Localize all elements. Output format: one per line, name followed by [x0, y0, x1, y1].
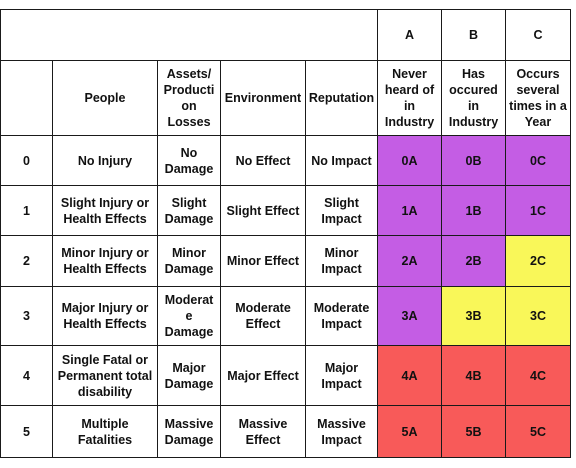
people-cell: Multiple Fatalities [52, 405, 158, 458]
risk-cell: 0A [377, 135, 442, 186]
category-header-row: People Assets/ Producti on Losses Enviro… [0, 60, 571, 136]
risk-cell: 2A [377, 235, 442, 287]
reputation-cell: Minor Impact [305, 235, 378, 287]
likelihood-header-c: Occurs several times in a Year [505, 60, 571, 136]
likelihood-letter-row: A B C [0, 9, 571, 61]
environment-cell: Major Effect [220, 345, 306, 406]
risk-cell: 4A [377, 345, 442, 406]
people-cell: No Injury [52, 135, 158, 186]
reputation-cell: Moderate Impact [305, 286, 378, 346]
environment-cell: Minor Effect [220, 235, 306, 287]
people-cell: Minor Injury or Health Effects [52, 235, 158, 287]
environment-cell: Massive Effect [220, 405, 306, 458]
severity-row-1: 1 Slight Injury or Health Effects Slight D… [0, 185, 571, 236]
assets-cell: No Damage [157, 135, 221, 186]
severity-cell: 2 [0, 235, 53, 287]
severity-row-0: 0 No Injury No Damage No Effect No Impact 0A 0… [0, 135, 571, 186]
risk-cell: 0B [441, 135, 506, 186]
risk-cell: 2B [441, 235, 506, 287]
assets-cell: Major Damage [157, 345, 221, 406]
reputation-cell: Major Impact [305, 345, 378, 406]
people-cell: Slight Injury or Health Effects [52, 185, 158, 236]
environment-cell: Slight Effect [220, 185, 306, 236]
severity-row-5: 5 Multiple Fatalities Massive Damage Massiv… [0, 405, 571, 458]
severity-cell: 0 [0, 135, 53, 186]
environment-cell: No Effect [220, 135, 306, 186]
risk-cell: 5A [377, 405, 442, 458]
risk-matrix-table: A B C People Assets/ Producti on Losses … [0, 9, 571, 458]
risk-cell: 0C [505, 135, 571, 186]
environment-header: Environment [220, 60, 306, 136]
assets-cell: Minor Damage [157, 235, 221, 287]
likelihood-header-b: Has occured in Industry [441, 60, 506, 136]
people-cell: Single Fatal or Permanent total disabili… [52, 345, 158, 406]
risk-cell: 4B [441, 345, 506, 406]
assets-header: Assets/ Producti on Losses [157, 60, 221, 136]
risk-cell: 3C [505, 286, 571, 346]
risk-cell: 1B [441, 185, 506, 236]
risk-cell: 5C [505, 405, 571, 458]
severity-row-3: 3 Major Injury or Health Effects Moderat e… [0, 286, 571, 346]
people-header: People [52, 60, 158, 136]
risk-cell: 3B [441, 286, 506, 346]
likelihood-letter-c: C [505, 9, 571, 61]
severity-cell: 1 [0, 185, 53, 236]
severity-row-2: 2 Minor Injury or Health Effects Minor Dam… [0, 235, 571, 287]
likelihood-letter-b: B [441, 9, 506, 61]
people-cell: Major Injury or Health Effects [52, 286, 158, 346]
environment-cell: Moderate Effect [220, 286, 306, 346]
risk-cell: 2C [505, 235, 571, 287]
risk-cell: 1A [377, 185, 442, 236]
severity-cell: 3 [0, 286, 53, 346]
blank-header-cell [0, 9, 378, 61]
reputation-header: Reputation [305, 60, 378, 136]
severity-cell: 5 [0, 405, 53, 458]
severity-cell: 4 [0, 345, 53, 406]
reputation-cell: Massive Impact [305, 405, 378, 458]
reputation-cell: No Impact [305, 135, 378, 186]
assets-cell: Massive Damage [157, 405, 221, 458]
assets-cell: Slight Damage [157, 185, 221, 236]
risk-cell: 4C [505, 345, 571, 406]
reputation-cell: Slight Impact [305, 185, 378, 236]
risk-cell: 1C [505, 185, 571, 236]
risk-cell: 5B [441, 405, 506, 458]
risk-matrix-body: 0 No Injury No Damage No Effect No Impact 0A 0… [0, 135, 571, 458]
severity-row-4: 4 Single Fatal or Permanent total disabil… [0, 345, 571, 406]
assets-cell: Moderat e Damage [157, 286, 221, 346]
risk-cell: 3A [377, 286, 442, 346]
likelihood-header-a: Never heard of in Industry [377, 60, 442, 136]
severity-header-cell [0, 60, 53, 136]
likelihood-letter-a: A [377, 9, 442, 61]
